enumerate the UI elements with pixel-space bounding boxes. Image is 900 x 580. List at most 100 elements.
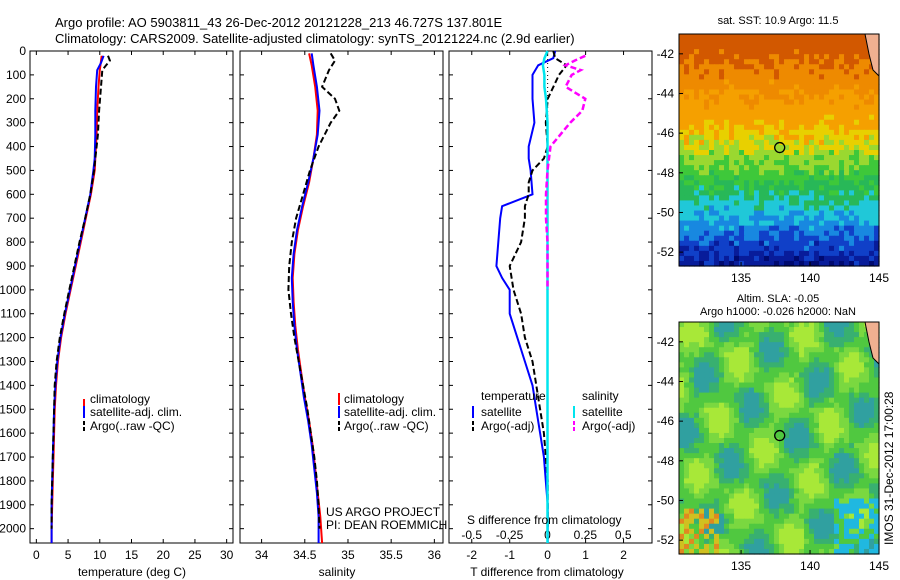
map-cell: [854, 99, 860, 106]
map-cell: [709, 377, 715, 384]
map-cell: [689, 427, 695, 434]
map-cell: [824, 443, 830, 449]
map-cell: [784, 59, 790, 65]
map-cell: [844, 215, 850, 222]
map-cell: [769, 432, 775, 439]
map-cell: [749, 533, 755, 540]
map-cell: [819, 357, 825, 363]
map-cell: [859, 129, 865, 136]
map-cell: [819, 337, 825, 343]
map-cell: [684, 200, 690, 207]
map-cell: [784, 99, 790, 106]
map-cell: [804, 129, 810, 136]
map-cell: [869, 230, 875, 237]
map-cell: [849, 438, 855, 444]
map-cell: [864, 478, 870, 484]
map-cell: [759, 195, 765, 202]
map-cell: [759, 352, 765, 358]
map-cell: [744, 190, 750, 196]
legend-label-argo: Argo(..raw -QC): [90, 419, 175, 433]
map-cell: [769, 205, 775, 212]
map-cell: [749, 503, 755, 510]
map-cell: [859, 170, 865, 176]
map-cell: [814, 220, 820, 227]
map-cell: [789, 250, 795, 257]
map-cell: [784, 94, 790, 101]
map-cell: [714, 473, 720, 479]
map-cell: [684, 372, 690, 379]
map-cell: [729, 44, 735, 50]
map-cell: [829, 402, 835, 409]
map-cell: [679, 362, 685, 368]
map-cell: [864, 150, 870, 156]
map-cell: [769, 417, 775, 424]
map-cell: [719, 468, 725, 474]
sla-map-title-line2: Argo h1000: -0.026 h2000: NaN: [700, 306, 856, 318]
map-cell: [814, 357, 820, 363]
map-cell: [724, 230, 730, 237]
map-cell: [699, 250, 705, 257]
map-cell: [864, 175, 870, 181]
map-cell: [819, 478, 825, 484]
map-cell: [809, 347, 815, 353]
map-cell: [794, 543, 800, 550]
map-cell: [719, 528, 725, 535]
depth-tick-label: 700: [6, 211, 26, 225]
map-cell: [834, 155, 840, 161]
map-cell: [824, 412, 830, 419]
map-cell: [764, 337, 770, 343]
map-cell: [874, 417, 880, 424]
map-cell: [684, 432, 690, 439]
map-cell: [854, 190, 860, 196]
map-cell: [719, 417, 725, 424]
map-cell: [759, 165, 765, 171]
map-cell: [764, 109, 770, 116]
map-cell: [779, 488, 785, 495]
map-cell: [804, 453, 810, 459]
map-cell: [789, 397, 795, 404]
map-cell: [739, 432, 745, 439]
map-cell: [784, 119, 790, 126]
map-cell: [764, 64, 770, 70]
map-cell: [719, 478, 725, 484]
map-cell: [824, 205, 830, 212]
map-cell: [734, 432, 740, 439]
map-cell: [829, 74, 835, 80]
map-cell: [749, 463, 755, 469]
map-cell: [849, 175, 855, 181]
map-cell: [779, 89, 785, 96]
map-cell: [719, 139, 725, 146]
map-cell: [809, 543, 815, 550]
map-cell: [869, 488, 875, 495]
map-cell: [719, 432, 725, 439]
map-cell: [789, 74, 795, 80]
map-cell: [729, 397, 735, 404]
map-cell: [779, 225, 785, 232]
map-cell: [694, 488, 700, 495]
map-cell: [744, 124, 750, 131]
map-cell: [869, 119, 875, 126]
map-cell: [864, 215, 870, 222]
map-cell: [804, 498, 810, 505]
map-cell: [724, 79, 730, 86]
map-cell: [864, 362, 870, 368]
map-cell: [729, 533, 735, 540]
map-cell: [799, 417, 805, 424]
map-cell: [749, 377, 755, 384]
map-cell: [874, 483, 880, 490]
map-cell: [769, 407, 775, 414]
map-cell: [804, 89, 810, 96]
map-cell: [824, 34, 830, 40]
map-cell: [764, 205, 770, 212]
map-cell: [704, 543, 710, 550]
map-cell: [824, 473, 830, 479]
map-cell: [694, 230, 700, 237]
map-cell: [684, 362, 690, 368]
map-cell: [834, 260, 840, 267]
map-cell: [819, 129, 825, 136]
map-cell: [714, 513, 720, 520]
map-cell: [854, 200, 860, 207]
map-cell: [714, 250, 720, 257]
map-cell: [834, 372, 840, 379]
